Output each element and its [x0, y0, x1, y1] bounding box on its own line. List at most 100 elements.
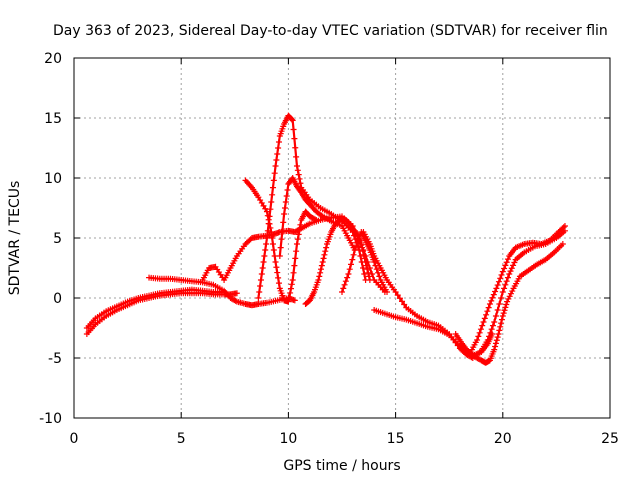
- data-point: [274, 269, 281, 276]
- data-point: [494, 334, 501, 341]
- data-point: [373, 266, 380, 273]
- data-point: [560, 224, 567, 231]
- data-point: [498, 295, 505, 301]
- data-point: [292, 255, 299, 262]
- data-point: [491, 346, 498, 353]
- data-point: [502, 304, 509, 311]
- data-point: [287, 289, 294, 296]
- data-point: [498, 316, 505, 323]
- x-tick-label: 25: [601, 431, 619, 447]
- data-point: [480, 319, 487, 325]
- data-point: [501, 307, 508, 314]
- data-point: [492, 340, 499, 347]
- data-point: [495, 331, 502, 337]
- data-point: [295, 231, 302, 238]
- series-trace-b: [83, 286, 228, 331]
- data-point: [272, 163, 279, 169]
- data-point: [315, 277, 322, 283]
- data-point: [503, 301, 510, 308]
- data-point: [475, 333, 482, 340]
- y-tick-label: -10: [39, 411, 62, 427]
- series-trace-l: [452, 241, 566, 366]
- ticks: 0 5 10 15 20 25 -10 -5 0 5 10 15 20: [39, 51, 619, 447]
- data-point: [481, 315, 488, 322]
- x-tick-label: 15: [387, 431, 405, 447]
- data-point: [350, 251, 357, 258]
- data-point: [269, 235, 276, 241]
- data-point: [506, 293, 513, 300]
- data-point: [501, 265, 508, 272]
- data-point: [477, 326, 484, 333]
- data-point: [354, 239, 361, 246]
- data-point: [295, 171, 302, 178]
- data-point: [495, 278, 502, 285]
- data-point: [510, 262, 517, 269]
- data-point: [293, 163, 300, 169]
- y-tick-label: 10: [44, 171, 62, 187]
- data-point: [284, 187, 291, 193]
- data-point: [339, 289, 345, 295]
- data-point: [318, 212, 325, 219]
- data-point: [291, 262, 298, 269]
- data-point: [511, 259, 518, 266]
- data-point: [351, 247, 358, 253]
- data-point: [508, 265, 515, 272]
- data-point: [399, 298, 406, 305]
- series-trace-k: [371, 307, 496, 359]
- data-point: [320, 255, 327, 262]
- data-point: [376, 273, 383, 280]
- data-point: [291, 297, 298, 304]
- data-point: [369, 271, 376, 277]
- data-point: [291, 135, 298, 142]
- data-point: [476, 329, 483, 336]
- data-point: [346, 266, 353, 273]
- data-point: [375, 269, 382, 276]
- data-point: [273, 264, 280, 271]
- data-point: [492, 313, 499, 319]
- data-point: [290, 126, 297, 133]
- data-point: [286, 294, 293, 301]
- data-point: [269, 191, 276, 198]
- series-line: [362, 229, 566, 360]
- data-point: [297, 180, 304, 187]
- data-point: [263, 241, 270, 247]
- data-point: [232, 297, 239, 304]
- series-line: [201, 215, 386, 293]
- data-point: [362, 259, 369, 265]
- data-point: [317, 269, 324, 276]
- data-point: [365, 269, 372, 276]
- data-point: [259, 265, 266, 271]
- data-point: [506, 271, 513, 277]
- data-point: [289, 277, 296, 283]
- data-point: [355, 236, 362, 243]
- data-point: [353, 243, 360, 250]
- data-point: [490, 291, 497, 298]
- data-point: [401, 301, 408, 308]
- data-point: [504, 274, 511, 281]
- data-point: [559, 241, 566, 247]
- data-point: [394, 292, 401, 299]
- data-point: [349, 256, 356, 263]
- data-point: [313, 217, 320, 223]
- data-point: [493, 337, 500, 344]
- data-point: [266, 213, 273, 220]
- data-point: [496, 327, 503, 334]
- data-point: [260, 259, 267, 265]
- data-point: [255, 295, 262, 301]
- series-trace-j: [360, 227, 568, 361]
- data-point: [317, 266, 324, 273]
- data-point: [276, 253, 283, 259]
- data-point: [281, 205, 288, 211]
- data-point: [256, 289, 263, 295]
- data-point: [297, 221, 304, 228]
- x-tick-label: 5: [177, 431, 186, 447]
- data-point: [319, 259, 326, 265]
- data-point: [499, 268, 506, 275]
- data-point: [360, 265, 367, 271]
- data-point: [492, 343, 499, 350]
- y-axis-label: SDTVAR / TECUs: [7, 181, 23, 296]
- data-point: [494, 282, 501, 289]
- data-point: [311, 216, 318, 223]
- data-point: [280, 219, 287, 226]
- data-point: [275, 139, 282, 145]
